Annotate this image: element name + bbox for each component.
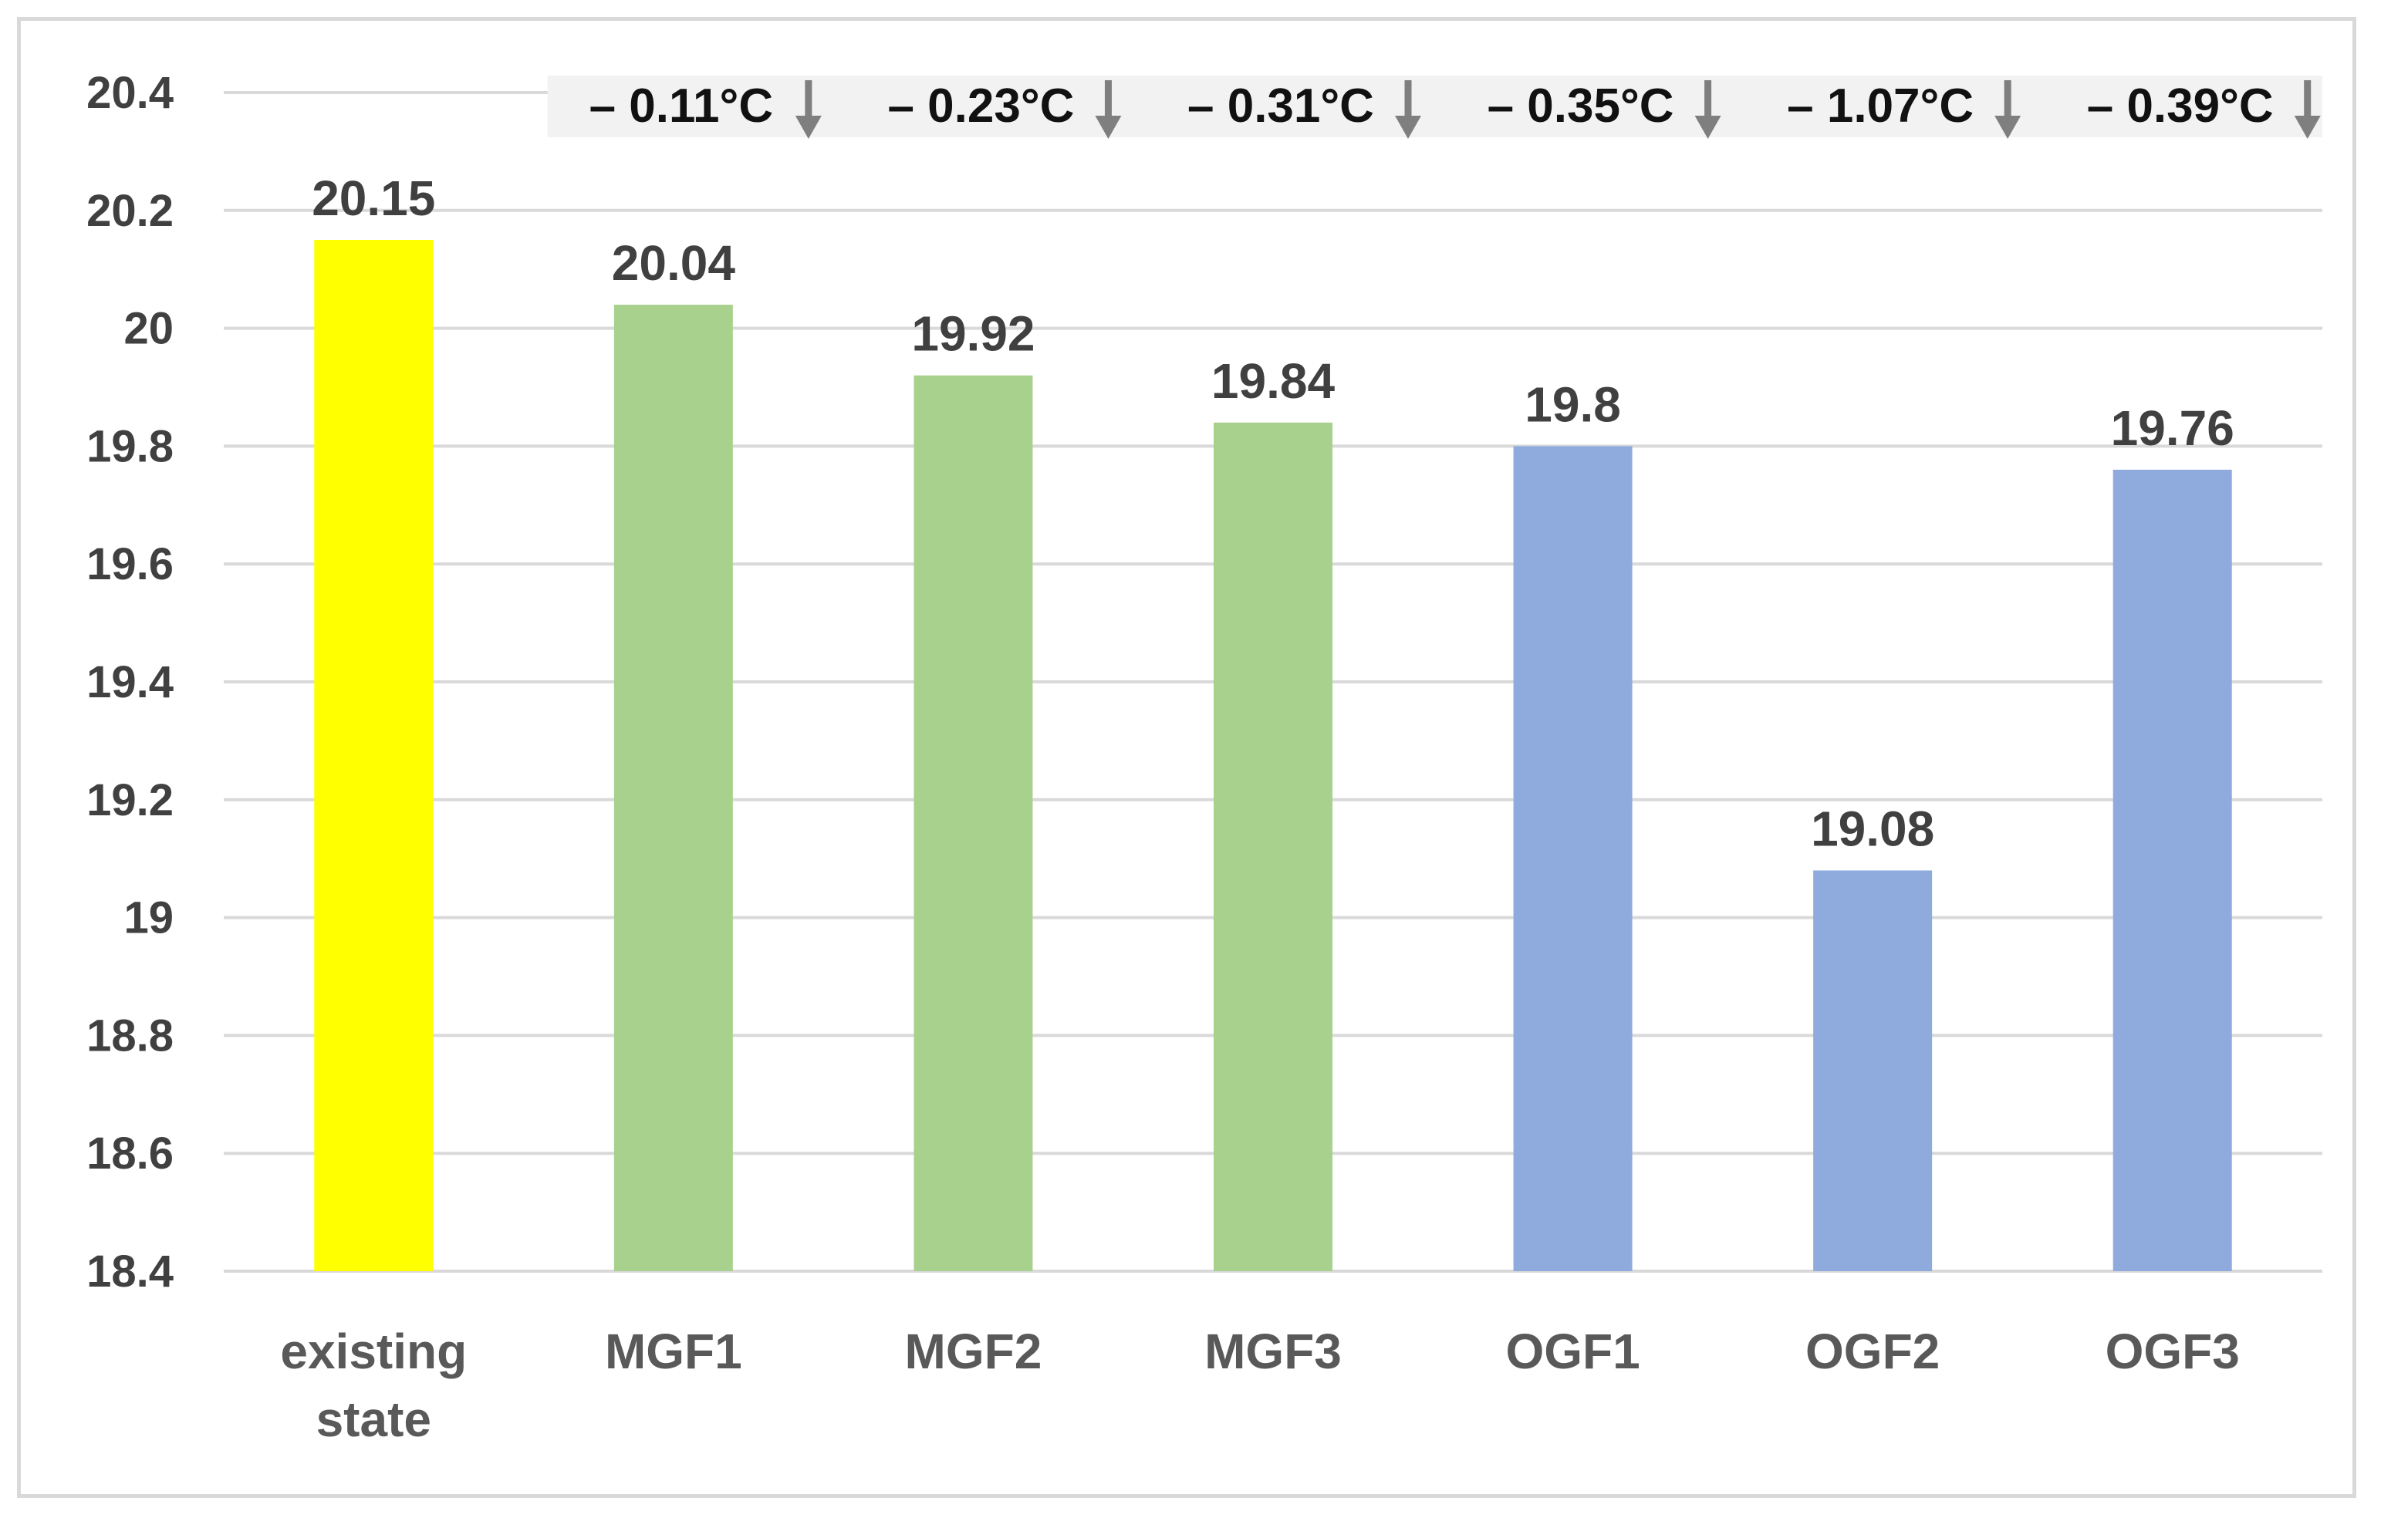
down-arrow-icon <box>2294 80 2321 139</box>
bar-ogf1 <box>1513 446 1633 1271</box>
y-tick-label: 19.4 <box>86 657 174 707</box>
category-label: OGF1 <box>1505 1324 1640 1379</box>
gridlines <box>224 91 2322 1273</box>
difference-label: – 0.39°C <box>2087 79 2274 133</box>
data-label: 20.15 <box>312 170 435 226</box>
down-arrow-icon <box>1095 80 1122 139</box>
down-arrow-icon <box>1395 80 1421 139</box>
category-label: OGF3 <box>2106 1324 2240 1379</box>
y-tick-label: 19.2 <box>86 775 174 825</box>
data-label: 20.04 <box>612 235 736 291</box>
y-tick-label: 19.6 <box>86 539 174 589</box>
category-label: existing state <box>280 1324 467 1447</box>
y-tick-label: 20.4 <box>86 68 174 118</box>
category-label: MGF2 <box>905 1324 1042 1379</box>
y-tick-label: 20.2 <box>86 186 174 236</box>
data-labels: 20.15 20.04 19.92 19.84 19.8 19.08 19.76 <box>312 170 2234 856</box>
bar-mgf3 <box>1214 422 1332 1271</box>
category-labels: existing state MGF1 MGF2 MGF3 OGF1 OGF2 OGF3 <box>280 1324 2239 1447</box>
bar-mgf1 <box>613 305 733 1271</box>
difference-label: – 0.31°C <box>1187 79 1374 133</box>
bar-ogf3 <box>2112 469 2232 1272</box>
y-tick-label: 18.6 <box>86 1128 174 1179</box>
down-arrow-icon <box>1694 80 1721 139</box>
y-tick-label: 18.4 <box>86 1246 174 1297</box>
difference-band <box>547 76 2322 137</box>
category-label: OGF2 <box>1805 1324 1940 1379</box>
y-tick-label: 20 <box>123 304 174 354</box>
y-tick-label: 19.8 <box>86 421 174 471</box>
difference-labels: – 0.11°C – 0.23°C – 0.31°C – 0.35°C – 1.07°C… <box>589 79 2321 139</box>
data-label: 19.8 <box>1525 376 1621 432</box>
y-tick-label: 19 <box>123 893 174 943</box>
bar-mgf2 <box>914 375 1033 1272</box>
down-arrow-icon <box>1994 80 2021 139</box>
difference-band-rect <box>547 76 2322 137</box>
difference-label: – 0.35°C <box>1488 79 1674 133</box>
difference-label: – 0.11°C <box>589 79 774 133</box>
difference-label: – 1.07°C <box>1787 79 1974 133</box>
bar-existing-state <box>314 240 434 1271</box>
bar-ogf2 <box>1813 870 1933 1271</box>
bars <box>314 240 2232 1272</box>
y-axis-ticks: 18.4 18.6 18.8 19 19.2 19.4 19.6 19.8 20 20.2 20.4 <box>86 68 174 1297</box>
category-label: MGF3 <box>1204 1324 1342 1379</box>
category-label: MGF1 <box>605 1324 742 1379</box>
data-label: 19.08 <box>1811 801 1934 856</box>
down-arrow-icon <box>795 80 822 139</box>
data-label: 19.92 <box>911 306 1035 362</box>
y-tick-label: 18.8 <box>86 1010 174 1061</box>
difference-label: – 0.23°C <box>887 79 1074 133</box>
data-label: 19.84 <box>1211 353 1336 409</box>
data-label: 19.76 <box>2111 400 2234 456</box>
